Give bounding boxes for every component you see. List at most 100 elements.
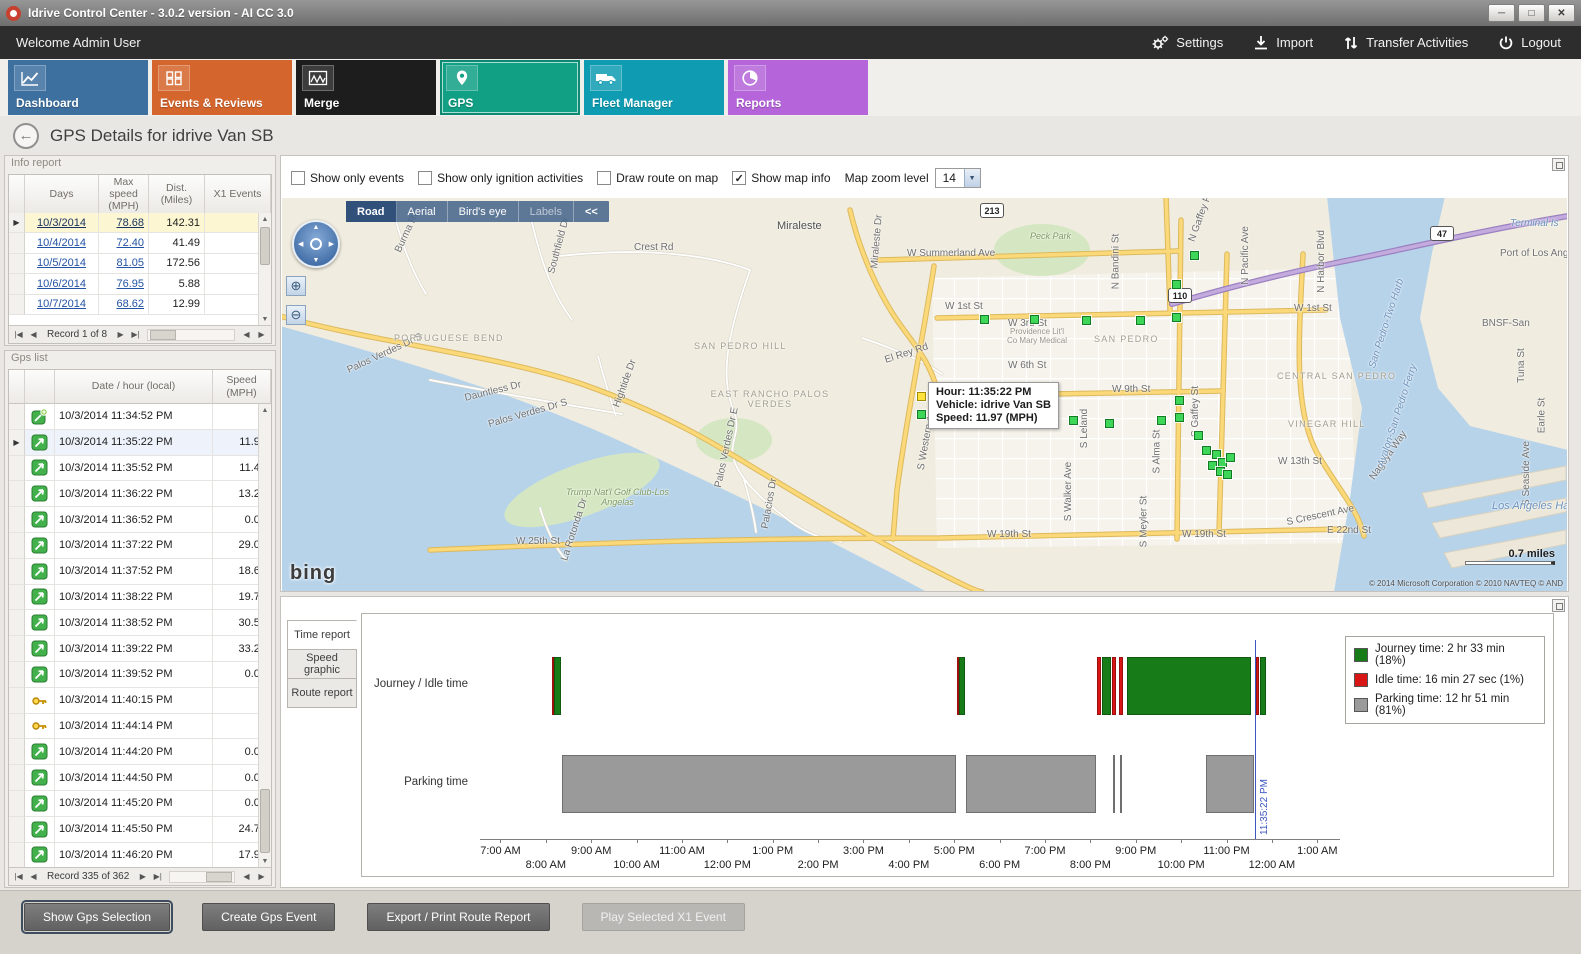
column-header-x1-events[interactable]: X1 Events [205,175,271,215]
gps-marker[interactable] [1171,279,1182,290]
gps-marker[interactable] [1207,460,1218,471]
minimize-button[interactable]: ─ [1488,4,1515,22]
map-pan-compass[interactable]: ▲ ▼ ◀ ▶ [292,220,340,268]
scroll-left-icon[interactable]: ◀ [243,872,250,881]
table-row[interactable]: 10/3/2014 11:45:20 PM 0.00 [9,790,271,817]
bing-logo[interactable]: bing [290,562,337,584]
column-header-dist[interactable]: Dist. (Miles) [149,175,205,215]
column-header-days[interactable]: Days [25,175,99,215]
maximize-button[interactable]: □ [1518,4,1545,22]
scroll-thumb[interactable] [206,871,232,882]
table-row[interactable]: 10/3/2014 11:45:50 PM 24.75 [9,816,271,843]
table-row[interactable]: 10/4/2014 72.40 41.49 [9,233,271,254]
table-row[interactable]: 10/3/2014 11:44:20 PM 0.00 [9,739,271,766]
gps-marker[interactable] [1211,449,1222,460]
map-style-tab[interactable]: Bird's eye [448,201,519,222]
tab-gps[interactable]: GPS [440,60,580,115]
table-row[interactable]: 10/3/2014 11:36:22 PM 13.28 [9,481,271,508]
map-style-tab[interactable]: Labels [519,201,574,222]
pan-up-icon[interactable]: ▲ [312,224,320,231]
gps-marker[interactable] [1174,395,1185,406]
action-button[interactable]: Create Gps Event [202,903,336,931]
pan-down-icon[interactable]: ▼ [312,257,320,264]
table-row[interactable]: ▶ 10/3/2014 78.68 142.31 [9,213,271,234]
last-record-button[interactable]: ▶| [153,872,162,881]
map-option-checkbox[interactable]: Draw route on map [597,171,718,185]
scroll-down-icon[interactable]: ▼ [261,857,269,865]
table-row[interactable]: 10/3/2014 11:39:22 PM 33.21 [9,636,271,662]
info-report-scrollbar[interactable]: ▲ ▼ [258,213,271,325]
map-style-tab[interactable]: Aerial [397,201,448,222]
max-speed-link[interactable]: 81.05 [116,257,144,270]
table-row[interactable]: 10/3/2014 11:39:52 PM 0.00 [9,661,271,688]
map-option-checkbox[interactable]: ✓ Show map info [732,171,831,185]
table-row[interactable]: 10/3/2014 11:44:14 PM [9,713,271,740]
map-zoom-out-button[interactable]: ⊖ [286,305,306,325]
chart-tab-route-report[interactable]: Route report [287,678,357,708]
table-row[interactable]: 10/3/2014 11:37:22 PM 29.05 [9,532,271,559]
table-row[interactable]: 10/6/2014 76.95 5.88 [9,274,271,295]
timeline-plot[interactable]: 7:00 AM 8:00 AM 9:00 AM 10:00 AM 11:00 AM 12:… [480,634,1340,871]
table-row[interactable]: 10/5/2014 81.05 172.56 [9,253,271,275]
scroll-up-icon[interactable]: ▲ [261,215,269,223]
gps-marker[interactable] [1201,445,1212,456]
checkbox[interactable] [291,171,305,185]
table-row[interactable]: 10/3/2014 11:38:22 PM 19.70 [9,584,271,611]
selected-gps-marker[interactable] [916,391,927,402]
map-style-tab[interactable]: Road [346,201,397,222]
checkbox[interactable]: ✓ [732,171,747,185]
action-button[interactable]: Export / Print Route Report [367,903,550,931]
checkbox[interactable] [418,171,433,185]
gps-marker[interactable] [1193,430,1204,441]
prev-record-button[interactable]: ◀ [30,872,37,881]
scroll-right-icon[interactable]: ▶ [258,330,265,339]
transfer-activities-menu-item[interactable]: Transfer Activities [1343,35,1468,51]
gps-marker[interactable] [1171,312,1182,323]
tab-events-reviews[interactable]: Events & Reviews [152,60,292,115]
gps-marker[interactable] [1189,250,1200,261]
checkbox[interactable] [597,171,612,185]
logout-menu-item[interactable]: Logout [1498,35,1561,51]
chart-tab-speed-graphic[interactable]: Speed graphic [287,649,357,679]
first-record-button[interactable]: |◀ [14,872,23,881]
timeline-cursor[interactable] [1254,640,1256,839]
table-row[interactable]: 10/3/2014 11:36:52 PM 0.00 [9,507,271,533]
day-link[interactable]: 10/7/2014 [37,298,86,311]
gps-marker[interactable] [1225,452,1236,463]
collapse-panel-icon[interactable] [1552,158,1565,171]
map-zoom-in-button[interactable]: ⊕ [286,276,306,296]
max-speed-link[interactable]: 76.95 [116,277,144,290]
gps-marker[interactable] [1029,314,1040,325]
record-scrollbar[interactable] [147,328,235,341]
close-button[interactable]: ✕ [1548,4,1575,22]
compass-center[interactable] [310,238,322,250]
chart-tab-time-report[interactable]: Time report [287,620,357,650]
scroll-left-icon[interactable]: ◀ [243,330,250,339]
record-scrollbar[interactable] [169,870,235,883]
table-row[interactable]: 10/3/2014 11:46:20 PM 17.93 [9,842,271,869]
map-option-checkbox[interactable]: Show only events [291,171,404,185]
table-row[interactable]: 10/3/2014 11:40:15 PM [9,687,271,714]
settings-menu-item[interactable]: Settings [1151,35,1223,51]
table-row[interactable]: 10/3/2014 11:34:52 PM [9,404,271,430]
map-zoom-select[interactable]: 14 ▼ [934,168,981,188]
map-option-checkbox[interactable]: Show only ignition activities [418,171,583,185]
scroll-thumb[interactable] [260,789,270,853]
gps-marker[interactable] [1217,457,1228,468]
map-stylebar-collapse[interactable]: << [585,205,598,218]
table-row[interactable]: 10/7/2014 68.62 12.99 [9,294,271,315]
max-speed-link[interactable]: 72.40 [116,237,144,250]
gps-marker[interactable] [1068,415,1079,426]
table-row[interactable]: 10/3/2014 11:35:52 PM 11.47 [9,455,271,482]
last-record-button[interactable]: ▶| [131,330,140,339]
next-record-button[interactable]: ▶ [117,330,124,339]
column-header-speed[interactable]: Speed (MPH) [213,370,271,404]
gps-marker[interactable] [979,314,990,325]
action-button[interactable]: Show Gps Selection [20,900,174,934]
tab-dashboard[interactable]: Dashboard [8,60,148,115]
pan-right-icon[interactable]: ▶ [328,241,334,248]
scroll-down-icon[interactable]: ▼ [261,315,269,323]
first-record-button[interactable]: |◀ [14,330,23,339]
day-link[interactable]: 10/4/2014 [37,237,86,250]
gps-marker[interactable] [1156,415,1167,426]
